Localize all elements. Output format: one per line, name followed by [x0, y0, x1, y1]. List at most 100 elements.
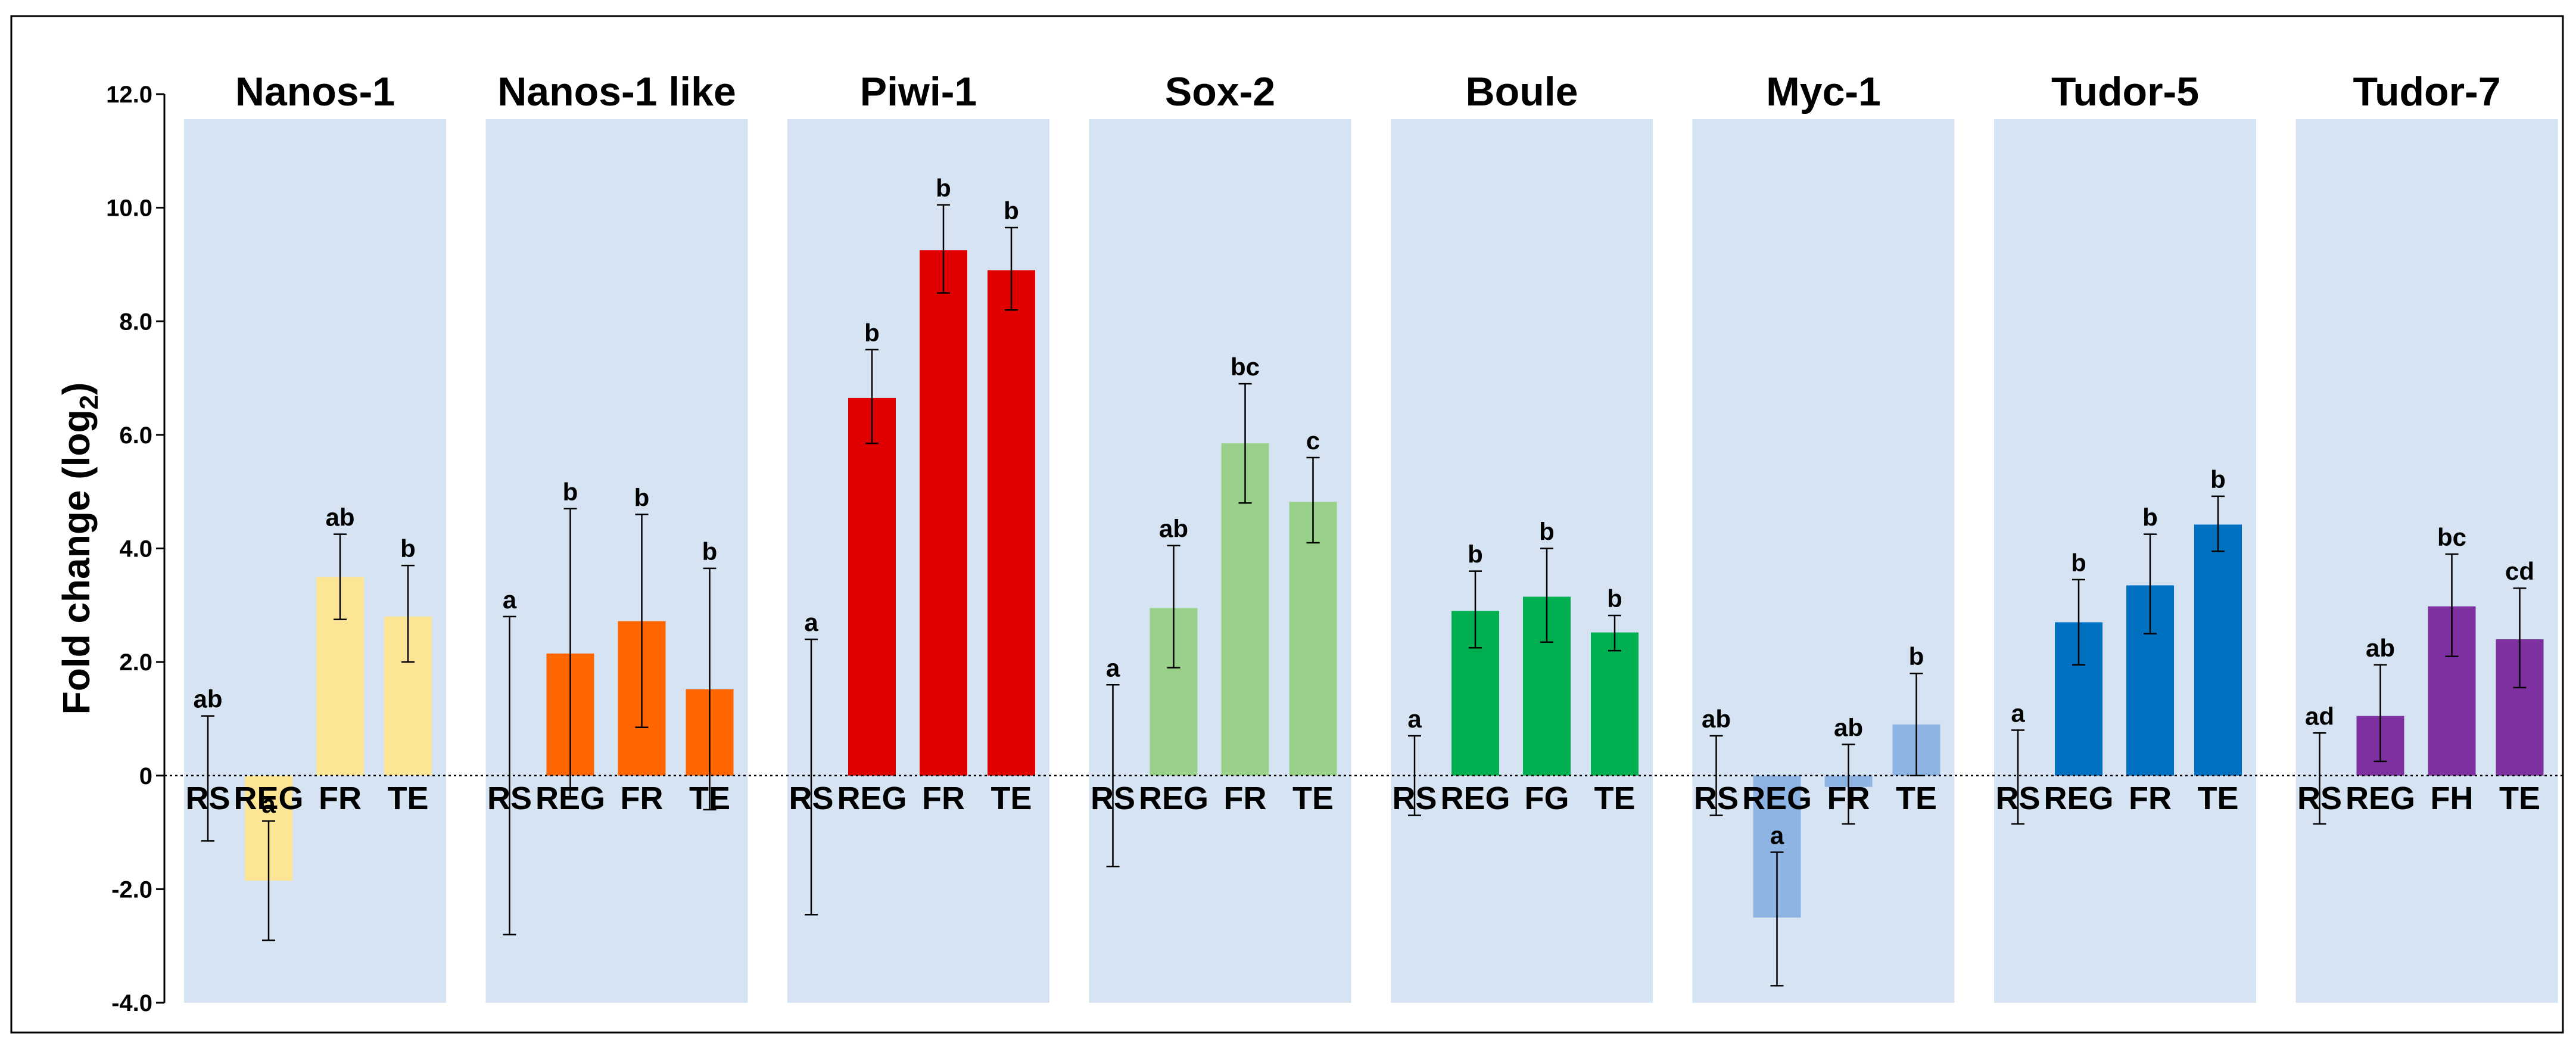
- category-label: FR: [1224, 781, 1267, 816]
- significance-label: b: [634, 483, 650, 511]
- category-label: RS: [1091, 781, 1135, 816]
- significance-label: b: [864, 319, 880, 347]
- y-tick-label: 10.0: [106, 195, 152, 222]
- category-label: FR: [319, 781, 362, 816]
- category-label: TE: [387, 781, 428, 816]
- y-tick-label: -2.0: [111, 876, 152, 903]
- gene-title: Tudor-5: [2051, 69, 2199, 114]
- category-label: FR: [922, 781, 965, 816]
- category-label: REG: [2044, 781, 2113, 816]
- significance-label: b: [1468, 540, 1483, 568]
- significance-label: b: [936, 174, 951, 202]
- category-label: FG: [1525, 781, 1569, 816]
- category-label: TE: [990, 781, 1032, 816]
- significance-label: ab: [1159, 515, 1188, 543]
- significance-label: bc: [2437, 523, 2466, 551]
- significance-label: ab: [193, 685, 222, 713]
- category-label: REG: [837, 781, 907, 816]
- gene-title: Tudor-7: [2353, 69, 2500, 114]
- significance-label: a: [261, 790, 276, 818]
- category-label: FR: [621, 781, 664, 816]
- significance-label: b: [1004, 197, 1019, 225]
- y-axis: -4.0 -2.0 0 2.0 4.0 6.0 8.0 10.0 12.0: [106, 82, 166, 1016]
- error-bars-group: [201, 204, 2527, 987]
- category-label: REG: [233, 781, 303, 816]
- gene-panel: [2295, 119, 2558, 1003]
- gene-panels: [184, 119, 2558, 1003]
- category-label: RS: [487, 781, 532, 816]
- category-label: FR: [2129, 781, 2172, 816]
- gene-title: Boule: [1466, 69, 1578, 114]
- significance-label: b: [563, 478, 578, 506]
- category-label: RS: [185, 781, 230, 816]
- y-axis-title-subscript: 2: [74, 395, 104, 409]
- category-label: REG: [535, 781, 605, 816]
- gene-panel: [1692, 119, 1955, 1003]
- category-label: TE: [689, 781, 730, 816]
- category-label: RS: [2297, 781, 2342, 816]
- category-label: TE: [2197, 781, 2238, 816]
- category-label: TE: [2499, 781, 2540, 816]
- significance-label: b: [1909, 642, 1924, 670]
- significance-label: a: [503, 586, 517, 614]
- significance-label: a: [1106, 654, 1120, 682]
- gene-title: Piwi-1: [860, 69, 977, 114]
- category-label: REG: [1742, 781, 1812, 816]
- gene-panel: [1391, 119, 1653, 1003]
- category-label: RS: [789, 781, 833, 816]
- significance-label: ab: [1834, 713, 1863, 741]
- significance-label: b: [1539, 518, 1555, 546]
- significance-label: a: [804, 608, 818, 636]
- significance-label: ad: [2305, 702, 2334, 730]
- significance-label: c: [1306, 427, 1320, 455]
- significance-label: b: [2210, 465, 2226, 493]
- y-tick-label: 0: [139, 763, 152, 789]
- category-label: REG: [1139, 781, 1208, 816]
- bar: [1591, 632, 1639, 776]
- gene-title: Nanos-1: [235, 69, 395, 114]
- bar: [2194, 524, 2242, 776]
- significance-label: b: [702, 537, 718, 565]
- category-label: TE: [1896, 781, 1937, 816]
- significance-label: b: [1607, 584, 1622, 612]
- category-label: RS: [1392, 781, 1437, 816]
- category-label: RS: [1694, 781, 1739, 816]
- y-tick-label: 8.0: [119, 309, 152, 335]
- gene-title: Sox-2: [1165, 69, 1275, 114]
- y-tick-label: 6.0: [119, 422, 152, 449]
- significance-label: bc: [1231, 353, 1260, 381]
- bar: [1289, 502, 1337, 776]
- y-axis-title: Fold change (log2): [55, 383, 104, 715]
- bar: [848, 397, 896, 776]
- significance-label: b: [400, 534, 416, 562]
- category-label: RS: [1995, 781, 2040, 816]
- y-tick-label: 2.0: [119, 649, 152, 676]
- significance-label: ab: [325, 503, 354, 531]
- significance-label: b: [2071, 549, 2086, 577]
- gene-title: Nanos-1 like: [497, 69, 736, 114]
- significance-label: a: [1407, 705, 1422, 733]
- significance-label: ab: [1702, 705, 1731, 733]
- significance-label: ab: [2366, 634, 2395, 662]
- category-label: TE: [1594, 781, 1635, 816]
- significance-label: cd: [2505, 557, 2534, 585]
- y-tick-label: 12.0: [106, 82, 152, 108]
- category-label: REG: [1440, 781, 1510, 816]
- gene-panel: [184, 119, 446, 1003]
- category-label: FH: [2431, 781, 2474, 816]
- bar: [920, 250, 967, 776]
- significance-label: b: [2142, 503, 2158, 531]
- y-axis-title-suffix: ): [55, 383, 98, 395]
- category-label: REG: [2346, 781, 2415, 816]
- significance-label: a: [2011, 699, 2025, 727]
- category-label: TE: [1292, 781, 1334, 816]
- bar: [988, 270, 1035, 776]
- category-label: FR: [1827, 781, 1870, 816]
- y-tick-label: -4.0: [111, 990, 152, 1016]
- gene-panel: [485, 119, 748, 1003]
- significance-label: a: [1770, 821, 1784, 849]
- y-tick-label: 4.0: [119, 536, 152, 562]
